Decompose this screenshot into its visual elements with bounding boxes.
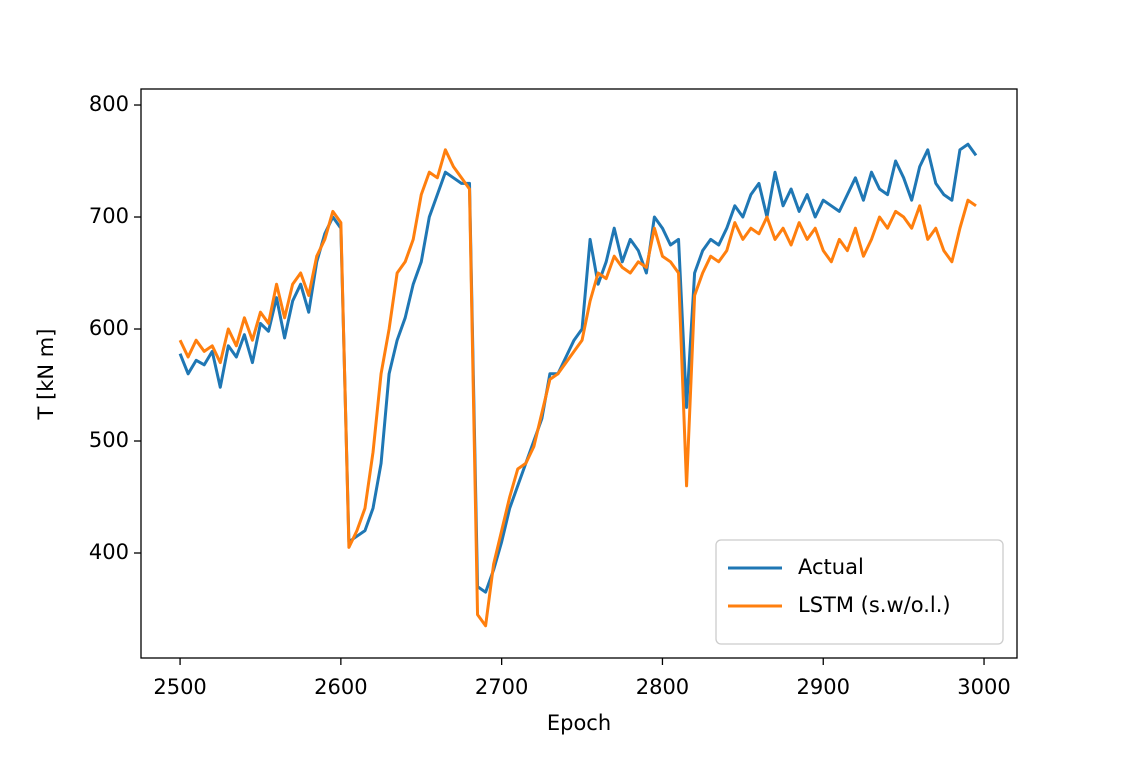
legend-box	[715, 539, 1004, 645]
x-tick-label: 2600	[314, 675, 367, 699]
x-tick-label: 3000	[957, 675, 1010, 699]
x-tick-label: 2500	[153, 675, 206, 699]
y-tick-label: 800	[89, 92, 129, 116]
y-tick-label: 700	[89, 204, 129, 228]
x-tick-label: 2700	[475, 675, 528, 699]
legend: Actual LSTM (s.w/o.l.)	[715, 539, 1004, 645]
y-axis-label: T [kN m]	[34, 329, 58, 421]
y-tick-label: 600	[89, 316, 129, 340]
x-axis-label: Epoch	[547, 711, 611, 735]
y-tick-label: 500	[89, 428, 129, 452]
x-tick-label: 2800	[636, 675, 689, 699]
legend-label: Actual	[798, 555, 864, 579]
x-tick-label: 2900	[797, 675, 850, 699]
plot-frame	[140, 88, 1018, 659]
y-tick-label: 400	[89, 540, 129, 564]
legend-label: LSTM (s.w/o.l.)	[798, 593, 951, 617]
data-line	[178, 148, 977, 628]
data-line	[178, 142, 978, 594]
